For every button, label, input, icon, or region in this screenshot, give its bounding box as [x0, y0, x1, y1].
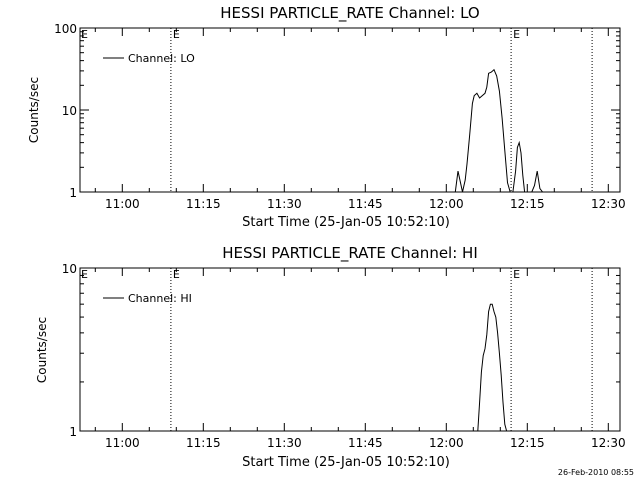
- x-tick-label: 12:00: [429, 436, 464, 450]
- series-line: [454, 68, 546, 193]
- y-tick-label: 10: [62, 262, 77, 276]
- series-layer: [454, 68, 546, 193]
- y-axis-ticks: 1 10 100: [54, 22, 620, 200]
- y-axis-ticks: 1 10: [62, 262, 620, 439]
- x-tick-label: 11:30: [267, 436, 302, 450]
- x-tick-label: 11:15: [186, 436, 221, 450]
- x-tick-label: 11:45: [348, 436, 383, 450]
- x-axis-ticks: 11:00 11:15 11:30 11:45 12:00 12:15 12:30: [94, 28, 626, 211]
- x-axis-label: Start Time (25-Jan-05 10:52:10): [242, 215, 450, 230]
- x-tick-label: 11:00: [105, 436, 140, 450]
- event-marker-label: E: [81, 268, 88, 281]
- event-marker-label: E: [513, 28, 520, 41]
- event-markers: E EE: [81, 28, 593, 192]
- plot-panel-lo: HESSI PARTICLE_RATE Channel: LO 1 10 100 1…: [27, 4, 626, 230]
- legend-label: Channel: HI: [128, 292, 192, 305]
- x-tick-label: 12:15: [510, 197, 545, 211]
- x-tick-label: 11:45: [348, 197, 383, 211]
- x-tick-label: 12:30: [591, 197, 626, 211]
- x-tick-label: 12:00: [429, 197, 464, 211]
- event-markers: E EE: [81, 268, 593, 431]
- x-axis-ticks: 11:00 11:15 11:30 11:45 12:00 12:15 12:30: [94, 268, 626, 450]
- x-tick-label: 11:30: [267, 197, 302, 211]
- x-axis-label: Start Time (25-Jan-05 10:52:10): [242, 455, 450, 470]
- chart-title: HESSI PARTICLE_RATE Channel: HI: [222, 244, 478, 263]
- y-tick-label: 10: [62, 104, 77, 118]
- x-tick-label: 12:15: [510, 436, 545, 450]
- series-line: [477, 303, 508, 432]
- legend-label: Channel: LO: [128, 52, 195, 65]
- y-tick-label: 100: [54, 22, 77, 36]
- x-tick-label: 11:15: [186, 197, 221, 211]
- x-tick-label: 12:30: [591, 436, 626, 450]
- event-marker-label: E: [173, 28, 180, 41]
- y-tick-label: 1: [69, 425, 77, 439]
- plot-panel-hi: HESSI PARTICLE_RATE Channel: HI 1 10 11:0…: [35, 244, 626, 470]
- y-tick-label: 1: [69, 186, 77, 200]
- event-marker-label: E: [173, 268, 180, 281]
- chart-title: HESSI PARTICLE_RATE Channel: LO: [220, 4, 479, 23]
- y-axis-label: Counts/sec: [35, 317, 49, 383]
- y-axis-label: Counts/sec: [27, 77, 41, 143]
- event-marker-label: E: [513, 268, 520, 281]
- legend: Channel: HI: [103, 292, 192, 305]
- series-layer: [477, 303, 508, 432]
- event-marker-label: E: [81, 28, 88, 41]
- footer-timestamp: 26-Feb-2010 08:55: [557, 468, 634, 477]
- x-tick-label: 11:00: [105, 197, 140, 211]
- legend: Channel: LO: [103, 52, 195, 65]
- plot-frame: [79, 267, 621, 432]
